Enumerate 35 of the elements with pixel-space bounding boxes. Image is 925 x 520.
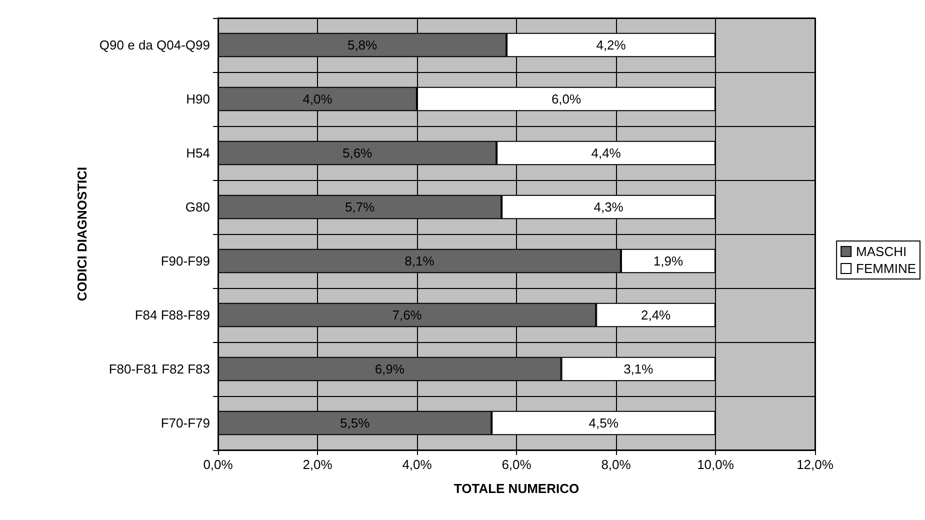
y-tick-label: Q90 e da Q04-Q99 [99,38,210,52]
y-tick-label: H54 [186,146,210,160]
y-tick-label: H90 [186,92,210,106]
y-tick-label: F70-F79 [160,416,210,430]
legend-label: FEMMINE [856,261,916,276]
x-tick-label: 2,0% [302,457,333,472]
data-label: 5,8% [347,38,378,52]
data-label: 5,7% [344,200,376,214]
data-label: 6,9% [374,362,405,376]
data-label: 6,0% [551,92,582,106]
x-tick-label: 10,0% [697,457,734,472]
data-label: 8,1% [404,254,435,268]
y-tick-label: F80-F81 F82 F83 [108,362,210,376]
y-tick-label: F90-F99 [160,254,210,268]
data-label: 2,4% [640,308,672,322]
x-tick-label: 6,0% [502,457,532,472]
data-label: 4,0% [302,92,333,106]
y-axis-title: CODICI DIAGNOSTICI [74,166,90,302]
x-tick-label: 4,0% [402,457,432,472]
data-label: 5,5% [340,416,370,430]
data-label: 3,1% [624,362,654,376]
y-tick-label: F84 F88-F89 [134,308,210,322]
data-label: 7,6% [392,308,422,322]
data-label: 4,4% [591,146,622,160]
x-axis-title: TOTALE NUMERICO [454,481,580,496]
x-tick-label: 8,0% [601,457,632,472]
x-tick-label: 12,0% [796,457,834,472]
data-label: 5,6% [342,146,373,160]
data-label: 1,9% [653,254,684,268]
x-tick-label: 0,0% [203,457,234,472]
data-label: 4,5% [588,416,619,430]
data-label: 4,2% [596,38,626,52]
data-label: 4,3% [594,200,624,214]
legend-label: MASCHI [856,244,907,259]
y-tick-label: G80 [185,200,210,214]
